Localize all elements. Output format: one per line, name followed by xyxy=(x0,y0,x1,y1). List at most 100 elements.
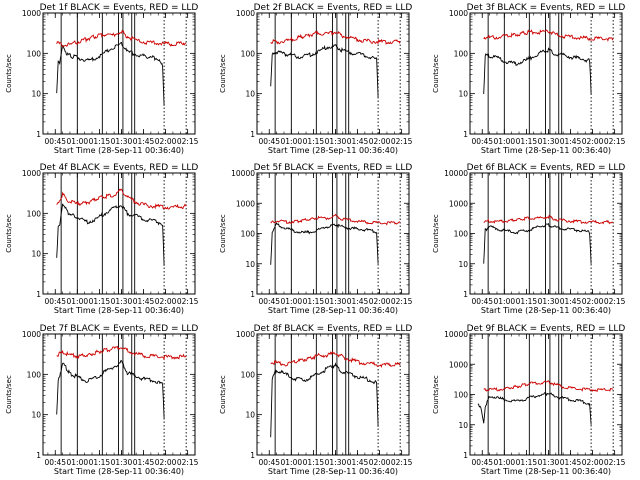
x-tick-label: 01:15 xyxy=(303,458,325,467)
chart-title: Det 6f BLACK = Events, RED = LLD xyxy=(467,163,626,173)
plot-frame xyxy=(469,333,623,456)
x-axis-label: Start Time (28-Sep-11 00:36:40) xyxy=(268,467,398,476)
y-tick-label: 100 xyxy=(454,391,469,400)
lld-series-line xyxy=(270,213,401,226)
x-tick-label: 02:00 xyxy=(369,297,391,306)
x-tick-label: 01:00 xyxy=(67,297,89,306)
x-tick-label: 02:00 xyxy=(155,137,177,146)
chart-title: Det 1f BLACK = Events, RED = LLD xyxy=(40,3,199,13)
x-tick-label: 01:30 xyxy=(538,458,560,467)
chart-panel-7: Det 7f BLACK = Events, RED = LLD Counts/s… xyxy=(5,324,199,476)
y-axis-label: Counts/sec xyxy=(219,214,227,253)
x-tick-label: 01:45 xyxy=(347,458,369,467)
y-tick-label: 10 xyxy=(245,260,255,269)
x-tick-label: 00:45 xyxy=(258,458,280,467)
y-axis-label: Counts/sec xyxy=(432,375,440,414)
chart-title: Det 4f BLACK = Events, RED = LLD xyxy=(40,163,199,173)
events-series-line xyxy=(477,392,592,425)
y-tick-label: 100 xyxy=(27,209,42,218)
chart-panel-2: Det 2f BLACK = Events, RED = LLD Counts/s… xyxy=(219,3,413,155)
x-tick-label: 01:30 xyxy=(325,137,347,146)
y-tick-label: 1 xyxy=(250,130,255,139)
plot-frame xyxy=(256,12,410,135)
y-tick-label: 1000 xyxy=(22,9,41,18)
y-tick-label: 1000 xyxy=(449,360,468,369)
x-tick-label: 01:30 xyxy=(538,297,560,306)
x-tick-label: 01:00 xyxy=(281,137,303,146)
x-tick-label: 02:00 xyxy=(155,458,177,467)
x-tick-label: 01:45 xyxy=(560,297,582,306)
y-tick-label: 1000 xyxy=(22,330,41,339)
plot-frame xyxy=(256,333,410,456)
events-series-line xyxy=(56,41,165,106)
x-tick-label: 01:00 xyxy=(494,458,516,467)
chart-panel-3: Det 3f BLACK = Events, RED = LLD Counts/s… xyxy=(432,3,626,155)
y-axis-label: Counts/sec xyxy=(432,54,440,93)
chart-panel-6: Det 6f BLACK = Events, RED = LLD Counts/s… xyxy=(432,163,626,315)
x-tick-label: 01:45 xyxy=(560,458,582,467)
chart-title: Det 5f BLACK = Events, RED = LLD xyxy=(254,163,413,173)
events-series-line xyxy=(483,47,592,95)
y-axis-label: Counts/sec xyxy=(219,54,227,93)
y-tick-label: 10 xyxy=(31,411,41,420)
chart-title: Det 2f BLACK = Events, RED = LLD xyxy=(254,3,413,13)
y-tick-label: 10 xyxy=(245,90,255,99)
x-tick-label: 02:00 xyxy=(369,458,391,467)
x-tick-label: 01:45 xyxy=(347,137,369,146)
x-tick-label: 01:00 xyxy=(281,458,303,467)
y-tick-label: 1 xyxy=(250,451,255,460)
chart-panel-8: Det 8f BLACK = Events, RED = LLD Counts/s… xyxy=(219,324,413,476)
x-tick-label: 02:15 xyxy=(177,297,199,306)
y-tick-label: 1000 xyxy=(449,9,468,18)
events-series-line xyxy=(483,223,592,264)
x-tick-label: 02:15 xyxy=(391,297,413,306)
events-series-line xyxy=(270,44,379,98)
plot-frame xyxy=(469,12,623,135)
x-tick-label: 02:15 xyxy=(604,137,626,146)
x-tick-label: 00:45 xyxy=(471,297,493,306)
x-tick-label: 01:15 xyxy=(516,458,538,467)
y-tick-label: 10000 xyxy=(231,169,255,178)
lld-series-line xyxy=(56,188,187,210)
x-tick-label: 02:00 xyxy=(155,297,177,306)
x-tick-label: 02:00 xyxy=(369,137,391,146)
lld-series-line xyxy=(56,29,187,48)
x-tick-label: 00:45 xyxy=(258,137,280,146)
x-tick-label: 01:30 xyxy=(325,458,347,467)
y-tick-label: 1000 xyxy=(236,330,255,339)
y-tick-label: 10000 xyxy=(444,330,468,339)
x-tick-label: 01:00 xyxy=(281,297,303,306)
x-tick-label: 01:15 xyxy=(516,137,538,146)
x-tick-label: 01:30 xyxy=(538,137,560,146)
chart-title: Det 3f BLACK = Events, RED = LLD xyxy=(467,3,626,13)
x-tick-label: 00:45 xyxy=(258,297,280,306)
lld-series-line xyxy=(270,30,401,45)
lld-series-line xyxy=(483,380,614,392)
plot-frame xyxy=(42,12,196,135)
x-tick-label: 01:45 xyxy=(133,137,155,146)
plot-frame xyxy=(469,172,623,295)
x-tick-label: 01:15 xyxy=(89,458,111,467)
x-tick-label: 01:45 xyxy=(133,458,155,467)
y-tick-label: 10 xyxy=(31,90,41,99)
events-series-line xyxy=(56,203,165,266)
y-tick-label: 1 xyxy=(250,290,255,299)
y-tick-label: 1 xyxy=(463,451,468,460)
y-tick-label: 10 xyxy=(31,250,41,259)
y-tick-label: 10 xyxy=(458,260,468,269)
lld-series-line xyxy=(483,29,614,43)
x-tick-label: 02:00 xyxy=(582,458,604,467)
x-tick-label: 01:45 xyxy=(133,297,155,306)
x-tick-label: 01:30 xyxy=(325,297,347,306)
y-tick-label: 1000 xyxy=(236,9,255,18)
y-tick-label: 10000 xyxy=(444,169,468,178)
plot-frame xyxy=(42,333,196,456)
x-tick-label: 00:45 xyxy=(44,458,66,467)
chart-title: Det 9f BLACK = Events, RED = LLD xyxy=(467,324,626,334)
x-tick-label: 00:45 xyxy=(471,137,493,146)
x-tick-label: 02:15 xyxy=(391,137,413,146)
x-axis-label: Start Time (28-Sep-11 00:36:40) xyxy=(481,306,611,315)
chart-panel-5: Det 5f BLACK = Events, RED = LLD Counts/s… xyxy=(219,163,413,315)
x-tick-label: 01:00 xyxy=(494,137,516,146)
